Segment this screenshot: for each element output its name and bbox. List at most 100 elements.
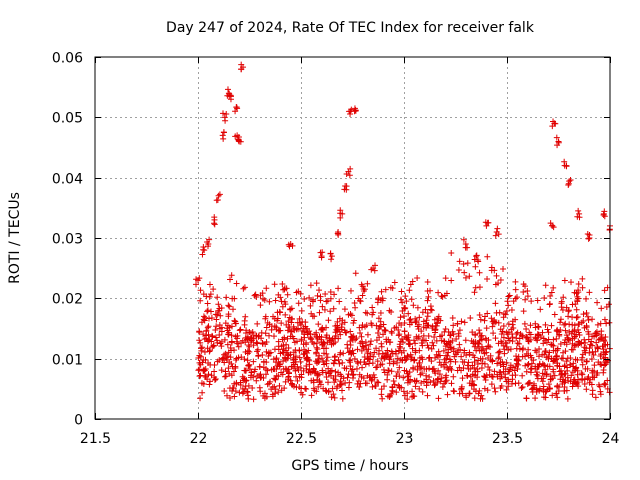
data-point [337,207,344,214]
data-point [274,317,281,324]
data-point [254,340,261,347]
data-point [500,265,507,272]
data-point [307,334,314,341]
data-point [516,340,523,347]
data-point [211,368,218,375]
data-point [241,284,248,291]
data-point [492,335,499,342]
data-point [566,321,573,328]
data-point [319,325,326,332]
data-point [561,277,568,284]
data-point [428,345,435,352]
data-point [432,327,439,334]
data-point [319,303,326,310]
data-point [496,354,503,361]
data-point [458,383,465,390]
data-point [288,363,295,370]
data-point [483,337,490,344]
data-point [193,281,199,288]
data-point [199,344,206,351]
data-point [552,347,559,354]
data-point [438,375,445,382]
data-point [214,294,221,301]
data-point [490,330,497,337]
data-point [468,382,475,389]
data-point [292,347,299,354]
data-point [197,287,204,294]
data-point [569,383,576,390]
data-point [412,340,419,347]
data-point [298,336,305,343]
data-point [546,301,553,308]
data-point [273,324,280,331]
data-point [532,324,539,331]
data-point [553,335,560,342]
data-point [502,374,509,381]
data-point [600,346,607,353]
data-point [292,373,299,380]
data-point [432,370,439,377]
data-point [375,379,382,386]
data-point [474,340,481,347]
data-point [374,363,381,370]
data-point [495,355,502,362]
data-point [314,359,321,366]
data-point [429,339,436,346]
data-point [508,326,515,333]
data-point [208,372,215,379]
data-point [561,321,568,328]
data-point [223,294,230,301]
data-point [397,296,404,303]
data-point [379,361,386,368]
data-point [231,317,238,324]
data-point [488,264,495,271]
chart-title: Day 247 of 2024, Rate Of TEC Index for r… [166,20,535,36]
data-point [434,379,441,386]
data-point [410,392,417,399]
data-point [514,294,521,301]
data-point [472,263,479,270]
data-point [541,295,548,302]
data-point [573,314,580,321]
data-point [409,388,416,395]
data-point [290,383,297,390]
data-point [313,344,320,351]
data-point [412,347,419,354]
data-point [575,341,582,348]
data-point [262,371,269,378]
data-point [471,372,478,379]
data-point [508,306,515,313]
data-point [201,372,208,379]
data-point [589,367,596,374]
data-point [539,378,546,385]
data-point [473,253,480,260]
data-point [438,293,445,300]
data-point [225,365,232,372]
data-point [450,387,457,394]
data-point [563,163,570,170]
data-point [416,359,423,366]
data-point [575,207,582,214]
data-point [271,375,278,382]
data-point [362,361,369,368]
data-point [558,367,565,374]
data-point [504,298,511,305]
data-point [350,350,357,357]
data-point [346,348,353,355]
data-point [476,269,483,276]
data-point [444,352,451,359]
data-point [196,359,203,366]
data-point [360,285,367,292]
data-point [448,249,455,256]
data-point [401,313,408,320]
data-point [345,311,352,318]
data-point [352,304,359,311]
data-point [550,224,557,231]
data-point [246,361,253,368]
data-point [519,332,526,339]
data-point [225,302,232,309]
data-point [331,394,338,401]
data-point [243,388,250,395]
data-point [600,338,607,345]
data-point [512,286,519,293]
